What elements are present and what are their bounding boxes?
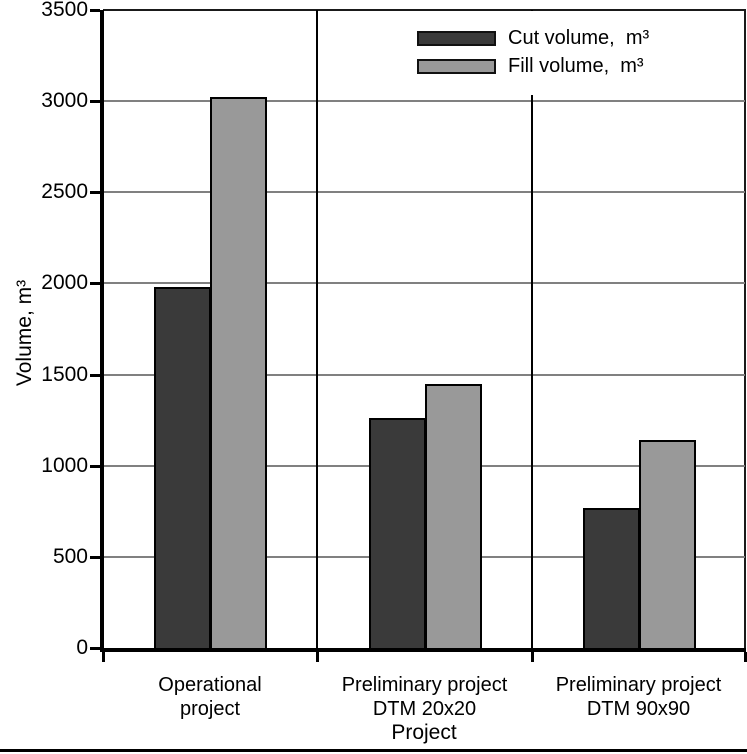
category-label-line1: Preliminary project bbox=[555, 674, 722, 696]
y-tick-label-3000: 3000 bbox=[41, 89, 88, 113]
category-label-line2: project bbox=[179, 698, 241, 720]
y-tick-label-3500: 3500 bbox=[41, 0, 88, 21]
x-axis-line bbox=[100, 648, 746, 652]
gridline-2000 bbox=[103, 282, 745, 285]
gridline-1500 bbox=[103, 373, 745, 376]
bar-cut-1 bbox=[368, 418, 426, 650]
x-axis-title: Project bbox=[391, 721, 457, 744]
category-label-line2: DTM 20x20 bbox=[372, 698, 477, 720]
y-tick-2000 bbox=[90, 282, 100, 286]
figure-bottom-rule bbox=[0, 749, 747, 752]
y-tick-label-1500: 1500 bbox=[41, 362, 88, 386]
y-tick-label-0: 0 bbox=[76, 636, 88, 659]
bar-cut-0 bbox=[154, 287, 211, 650]
bar-fill-2 bbox=[638, 440, 696, 650]
category-label-0: Operational project bbox=[103, 673, 317, 721]
x-tick-2 bbox=[531, 652, 534, 662]
legend-label-fill: Fill volume, m³ bbox=[508, 54, 644, 77]
plot-border-right bbox=[744, 9, 746, 650]
bar-cut-2 bbox=[582, 507, 640, 650]
y-tick-2500 bbox=[90, 191, 100, 195]
legend-row-fill: Fill volume, m³ bbox=[417, 52, 743, 80]
legend: Cut volume, m³ Fill volume, m³ bbox=[389, 11, 743, 95]
y-tick-1500 bbox=[90, 373, 100, 377]
category-label-line1: Preliminary project bbox=[341, 674, 508, 696]
legend-row-cut: Cut volume, m³ bbox=[417, 24, 743, 52]
gridline-2500 bbox=[103, 191, 745, 194]
legend-label-cut: Cut volume, m³ bbox=[508, 26, 650, 49]
category-label-1: Preliminary project DTM 20x20 bbox=[317, 673, 532, 721]
x-tick-3 bbox=[744, 652, 747, 662]
bar-fill-0 bbox=[210, 97, 267, 650]
legend-swatch-cut-icon bbox=[417, 30, 496, 46]
y-axis-line bbox=[100, 10, 104, 652]
y-tick-3500 bbox=[90, 9, 100, 12]
category-label-2: Preliminary project DTM 90x90 bbox=[532, 673, 745, 721]
gridline-3000 bbox=[103, 100, 745, 103]
y-tick-0 bbox=[90, 647, 100, 650]
y-tick-3000 bbox=[90, 100, 100, 104]
x-tick-0 bbox=[102, 652, 105, 662]
y-tick-label-2000: 2000 bbox=[41, 271, 88, 295]
x-tick-1 bbox=[316, 652, 319, 662]
y-tick-label-2500: 2500 bbox=[41, 180, 88, 204]
y-tick-label-1000: 1000 bbox=[41, 453, 88, 477]
y-tick-500 bbox=[90, 555, 100, 559]
category-separator-2 bbox=[531, 10, 533, 648]
y-tick-1000 bbox=[90, 464, 100, 468]
category-label-line2: DTM 90x90 bbox=[586, 698, 691, 720]
plot-border-top bbox=[103, 9, 745, 11]
category-label-line1: Operational bbox=[158, 674, 262, 696]
y-tick-label-500: 500 bbox=[52, 544, 88, 568]
category-separator-1 bbox=[316, 10, 318, 648]
legend-swatch-fill-icon bbox=[417, 58, 496, 74]
bar-fill-1 bbox=[424, 383, 482, 650]
